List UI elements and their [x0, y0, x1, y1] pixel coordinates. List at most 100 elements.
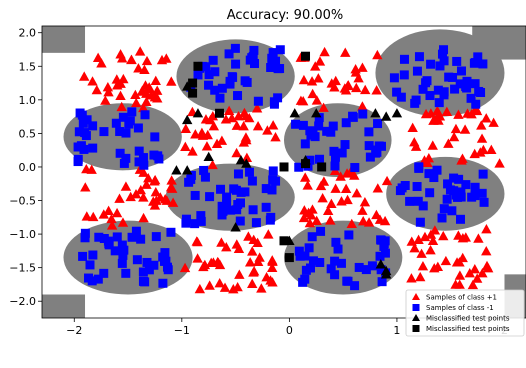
- class-neg-point: [232, 205, 242, 215]
- class-pos-point: [311, 95, 323, 105]
- class-pos-point: [244, 112, 255, 123]
- class-neg-point: [399, 54, 409, 64]
- class-pos-point: [200, 114, 212, 124]
- class-neg-point: [396, 92, 406, 102]
- class-neg-point: [344, 230, 354, 240]
- class-neg-point: [331, 237, 341, 247]
- class-neg-point: [151, 232, 161, 242]
- class-neg-point: [330, 270, 340, 280]
- class-neg-point: [112, 232, 122, 242]
- class-neg-point: [265, 215, 275, 225]
- class-neg-point: [462, 76, 472, 86]
- class-neg-point: [131, 226, 141, 236]
- class-pos-point: [190, 129, 201, 139]
- class-neg-point: [425, 188, 435, 198]
- y-tick-label: −2.0: [9, 295, 36, 308]
- class-pos-point: [438, 230, 449, 241]
- class-neg-point: [233, 200, 243, 210]
- class-pos-point: [88, 211, 99, 222]
- class-pos-point: [317, 193, 328, 203]
- class-pos-point: [143, 172, 154, 183]
- region-corner: [42, 294, 86, 318]
- class-pos-point: [310, 61, 321, 71]
- class-pos-point: [239, 107, 250, 118]
- class-pos-point: [481, 246, 492, 256]
- y-tick-label: 1.5: [19, 60, 37, 73]
- class-neg-point: [85, 260, 95, 270]
- class-pos-point: [419, 231, 431, 242]
- class-neg-point: [80, 128, 90, 138]
- class-pos-point: [357, 62, 368, 72]
- class-neg-point: [117, 258, 127, 268]
- class-neg-point: [117, 240, 127, 250]
- class-neg-point: [275, 64, 285, 74]
- class-neg-point: [74, 127, 84, 137]
- class-pos-point: [87, 76, 98, 86]
- class-pos-point: [106, 213, 117, 224]
- class-pos-point: [473, 233, 484, 243]
- class-neg-point: [467, 192, 477, 202]
- class-pos-point: [213, 257, 224, 267]
- misclassified-triangle: [182, 81, 193, 91]
- class-pos-point: [116, 101, 127, 112]
- class-pos-point: [359, 197, 371, 207]
- class-pos-point: [138, 102, 149, 113]
- class-pos-point: [252, 120, 264, 131]
- class-pos-point: [322, 205, 334, 215]
- class-pos-point: [457, 153, 468, 163]
- class-neg-point: [410, 98, 420, 108]
- class-pos-point: [206, 257, 217, 267]
- class-neg-point: [479, 197, 489, 207]
- class-neg-point: [455, 214, 465, 224]
- class-neg-point: [452, 192, 462, 202]
- class-neg-point: [447, 206, 457, 216]
- class-pos-point: [481, 113, 492, 123]
- class-neg-point: [82, 115, 92, 125]
- class-neg-point: [124, 119, 134, 129]
- class-neg-point: [127, 232, 137, 242]
- class-pos-point: [251, 103, 263, 113]
- misclassified-square: [279, 236, 289, 246]
- class-pos-point: [450, 123, 462, 134]
- class-neg-point: [138, 153, 148, 163]
- class-pos-point: [214, 278, 225, 288]
- class-neg-point: [337, 148, 347, 158]
- class-pos-point: [318, 176, 330, 186]
- region-blob: [386, 156, 505, 231]
- class-neg-point: [208, 55, 218, 65]
- legend-label: Misclassified test points: [426, 325, 510, 333]
- class-pos-point: [326, 78, 337, 88]
- class-pos-point: [440, 255, 452, 266]
- class-neg-point: [268, 175, 278, 185]
- class-neg-point: [196, 211, 206, 221]
- region-corner: [42, 26, 86, 53]
- class-neg-point: [322, 126, 332, 136]
- class-pos-point: [262, 125, 273, 135]
- class-neg-point: [439, 90, 449, 100]
- class-neg-point: [133, 123, 143, 133]
- class-pos-point: [357, 101, 368, 111]
- class-neg-point: [354, 262, 364, 272]
- class-pos-point: [314, 56, 326, 66]
- class-neg-point: [93, 274, 103, 284]
- class-pos-point: [141, 179, 152, 189]
- class-pos-point: [372, 49, 383, 60]
- class-neg-point: [136, 234, 146, 244]
- class-pos-point: [201, 141, 213, 151]
- class-neg-point: [342, 276, 352, 286]
- class-pos-point: [192, 253, 203, 263]
- class-neg-point: [380, 248, 390, 258]
- class-pos-point: [219, 282, 231, 292]
- class-pos-point: [161, 53, 172, 63]
- class-neg-point: [248, 51, 258, 61]
- class-neg-point: [470, 79, 480, 89]
- class-pos-point: [211, 138, 223, 148]
- class-neg-point: [80, 228, 90, 238]
- class-neg-point: [190, 219, 200, 229]
- class-neg-point: [217, 83, 227, 93]
- class-pos-point: [131, 97, 142, 108]
- class-pos-point: [238, 120, 249, 131]
- class-pos-point: [126, 54, 137, 65]
- class-pos-point: [360, 84, 371, 95]
- class-neg-point: [399, 70, 409, 80]
